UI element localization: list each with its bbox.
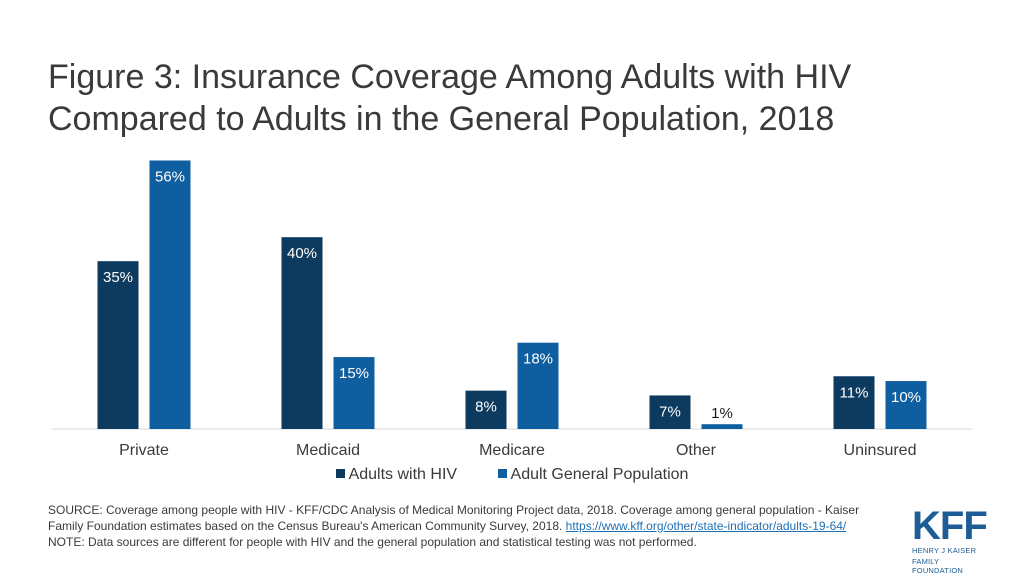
data-label-medicare-series-0: 8%: [475, 399, 497, 416]
data-label-other-series-0: 7%: [659, 403, 681, 420]
chart-title: Figure 3: Insurance Coverage Among Adult…: [48, 58, 852, 138]
bar-other-series-0: [649, 395, 691, 429]
note-text: NOTE: Data sources are different for peo…: [48, 535, 697, 549]
legend-label-hiv: Adults with HIV: [348, 466, 458, 483]
legend: Adults with HIV Adult General Population: [0, 466, 1024, 484]
bar-chart: 35% 56% Private 40% 15% Medicaid 8% 18% Medicare…: [52, 160, 972, 459]
bar-uninsured-series-0: [833, 376, 875, 429]
kff-logo: KFF HENRY J KAISER FAMILY FOUNDATION: [912, 504, 988, 575]
data-label-medicaid-series-0: 40%: [287, 245, 317, 262]
bar-medicaid-series-1: [333, 357, 375, 429]
data-label-private-series-1: 56%: [155, 168, 185, 185]
legend-label-general: Adult General Population: [510, 466, 689, 483]
x-tick-label-uninsured: Uninsured: [844, 442, 917, 459]
bar-uninsured-series-1: [885, 381, 927, 429]
logo-line-2: FAMILY FOUNDATION: [912, 557, 964, 575]
logo-line-1: HENRY J KAISER: [912, 546, 977, 555]
bar-private-series-1: [149, 160, 191, 430]
source-text: SOURCE: Coverage among people with HIV -…: [48, 503, 860, 533]
bar-other-series-1: [701, 424, 743, 429]
source-link[interactable]: https://www.kff.org/other/state-indicato…: [565, 519, 847, 533]
x-tick-label-other: Other: [676, 442, 717, 459]
source-note: SOURCE: Coverage among people with HIV -…: [48, 502, 888, 550]
bar-medicare-series-0: [465, 390, 507, 429]
data-label-uninsured-series-1: 10%: [891, 389, 921, 406]
data-label-uninsured-series-0: 11%: [840, 384, 869, 401]
bar-private-series-0: [97, 261, 139, 429]
bar-medicaid-series-0: [281, 237, 323, 429]
x-tick-label-medicare: Medicare: [479, 442, 545, 459]
legend-swatch-general: [497, 469, 507, 479]
bar-medicare-series-1: [517, 342, 559, 429]
legend-swatch-hiv: [335, 469, 345, 479]
data-label-medicare-series-1: 18%: [523, 351, 553, 368]
data-label-private-series-0: 35%: [103, 269, 133, 286]
logo-mark: KFF: [912, 504, 988, 548]
legend-item-general: Adult General Population: [497, 466, 689, 484]
x-tick-label-private: Private: [119, 442, 169, 459]
data-label-other-series-1: 1%: [711, 405, 733, 422]
x-tick-label-medicaid: Medicaid: [296, 442, 360, 459]
data-label-medicaid-series-1: 15%: [339, 365, 369, 382]
legend-item-hiv: Adults with HIV: [335, 466, 458, 484]
